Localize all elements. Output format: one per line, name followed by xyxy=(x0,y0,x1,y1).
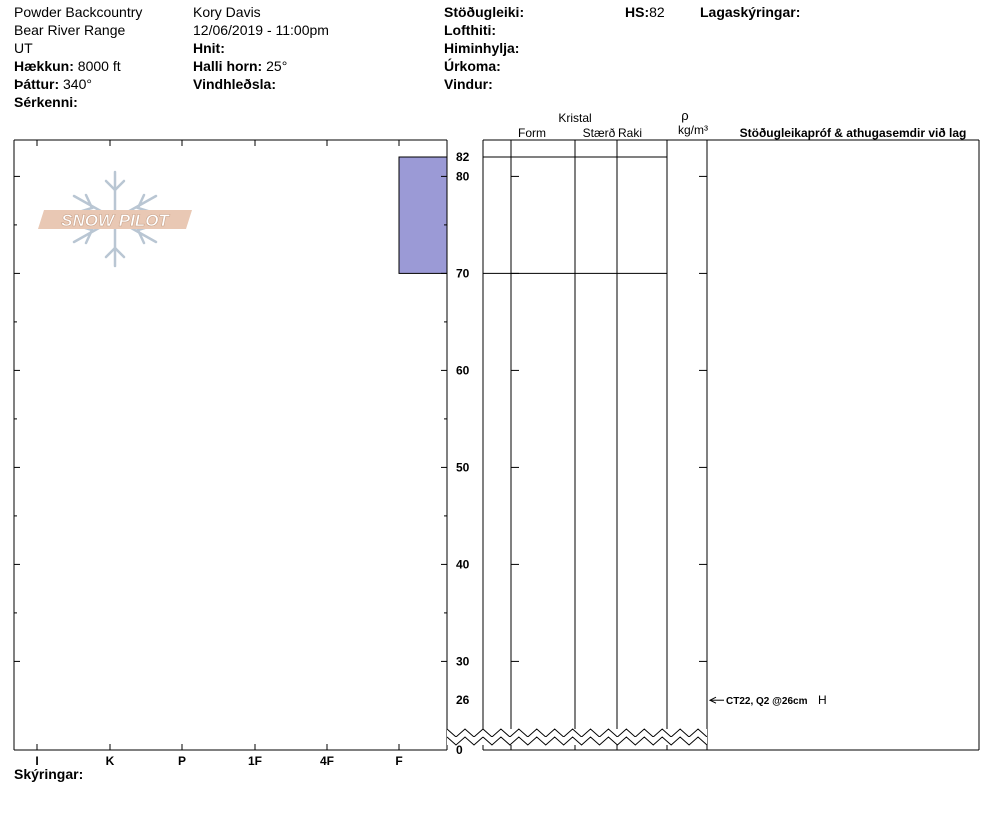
range-name: Bear River Range xyxy=(14,22,126,38)
location-name: Powder Backcountry xyxy=(14,4,143,20)
test-pointer-arrow xyxy=(708,696,717,704)
axis-break xyxy=(446,728,708,746)
snowpilot-logo: SNOW PILOT xyxy=(38,170,192,268)
hs-label: HS: xyxy=(625,4,650,20)
depth-tick-label: 50 xyxy=(456,460,470,474)
features-label: Sérkenni: xyxy=(14,94,78,110)
state-name: UT xyxy=(14,40,33,56)
coords-label: Hnit: xyxy=(193,40,225,56)
observation-datetime: 12/06/2019 - 11:00pm xyxy=(193,22,329,38)
slope-label: Halli horn: xyxy=(193,58,263,74)
crystal-grid xyxy=(482,139,980,751)
hs-block: HS:82 xyxy=(625,3,665,21)
axis-break-zigzag xyxy=(446,736,484,746)
hardness-label: I xyxy=(35,754,38,768)
axis-break-mask xyxy=(447,729,483,737)
location-block: Powder Backcountry Bear River Range UT H… xyxy=(14,3,142,111)
hardness-labels: I K P 1F 4F F xyxy=(35,754,402,768)
slope-row: Halli horn: 25° xyxy=(193,57,329,75)
axis-break-mask xyxy=(447,737,483,745)
density-unit: kg/m³ xyxy=(678,123,708,137)
layer-notes-block: Lagaskýringar: xyxy=(700,3,800,21)
depth-tick-label: 82 xyxy=(456,150,470,164)
aspect-row: Þáttur: 340° xyxy=(14,75,142,93)
layer-notes-label: Lagaskýringar: xyxy=(700,4,801,20)
depth-tick-label: 30 xyxy=(456,654,470,668)
form-header: Form xyxy=(518,126,546,140)
hardness-label: 1F xyxy=(248,754,262,768)
logo-text: SNOW PILOT xyxy=(61,211,170,230)
axis-break-zigzag xyxy=(482,728,708,738)
features-row: Sérkenni: xyxy=(14,93,142,111)
logo-banner xyxy=(38,210,192,229)
layer-boundaries xyxy=(483,156,667,274)
depth-tick-label: 0 xyxy=(456,743,463,757)
stability-label: Stöðugleiki: xyxy=(444,4,525,20)
stability-tests: CT22, Q2 @26cm H xyxy=(708,693,827,707)
aspect-value: 340° xyxy=(63,76,92,92)
density-symbol: ρ xyxy=(681,108,688,123)
precip-label: Úrkoma: xyxy=(444,58,501,74)
depth-tick-label: 80 xyxy=(456,169,470,183)
hardness-ticks xyxy=(36,140,400,750)
hardness-layers xyxy=(398,156,448,274)
sky-label: Himinhylja: xyxy=(444,40,520,56)
test-code-text: H xyxy=(818,693,827,707)
depth-tick-label: 40 xyxy=(456,557,470,571)
depth-tick-label: 26 xyxy=(456,693,470,707)
elevation-value: 8000 ft xyxy=(77,58,121,74)
elevation-row: Hækkun: 8000 ft xyxy=(14,57,142,75)
axis-break-zigzag xyxy=(482,736,708,746)
crystal-header: Kristal xyxy=(558,111,591,125)
test-result-text: CT22, Q2 @26cm xyxy=(726,696,808,707)
tests-header: Stöðugleikapróf & athugasemdir við lag xyxy=(740,126,967,140)
hardness-label: P xyxy=(178,754,186,768)
grid-ticks xyxy=(511,175,707,662)
conditions-block: Stöðugleiki: Lofthiti: Himinhylja: Úrkom… xyxy=(444,3,524,93)
hardness-label: F xyxy=(395,754,402,768)
hs-value: 82 xyxy=(649,4,665,20)
size-header: Stærð xyxy=(583,126,616,140)
depth-axis: 0 26 30 40 50 60 70 80 82 xyxy=(14,150,470,757)
depth-tick-label: 70 xyxy=(456,266,470,280)
elevation-label: Hækkun: xyxy=(14,58,74,74)
observer-name: Kory Davis xyxy=(193,4,261,20)
aspect-label: Þáttur: xyxy=(14,76,60,92)
hardness-label: K xyxy=(106,754,115,768)
wind-label: Vindur: xyxy=(444,76,493,92)
coords-row: Hnit: xyxy=(193,39,329,57)
slope-value: 25° xyxy=(266,58,288,74)
notes-label: Skýringar: xyxy=(14,766,84,782)
axis-break-zigzag xyxy=(446,728,484,738)
wind-loading-label: Vindhleðsla: xyxy=(193,76,276,92)
observer-block: Kory Davis 12/06/2019 - 11:00pm Hnit: Ha… xyxy=(193,3,329,93)
air-temp-label: Lofthiti: xyxy=(444,22,497,38)
hardness-label: 4F xyxy=(320,754,334,768)
hardness-layer-bar xyxy=(398,156,448,274)
wetness-header: Raki xyxy=(618,126,642,140)
depth-tick-label: 60 xyxy=(456,363,470,377)
notes-block: Skýringar: xyxy=(14,765,83,783)
wind-loading-row: Vindhleðsla: xyxy=(193,75,329,93)
